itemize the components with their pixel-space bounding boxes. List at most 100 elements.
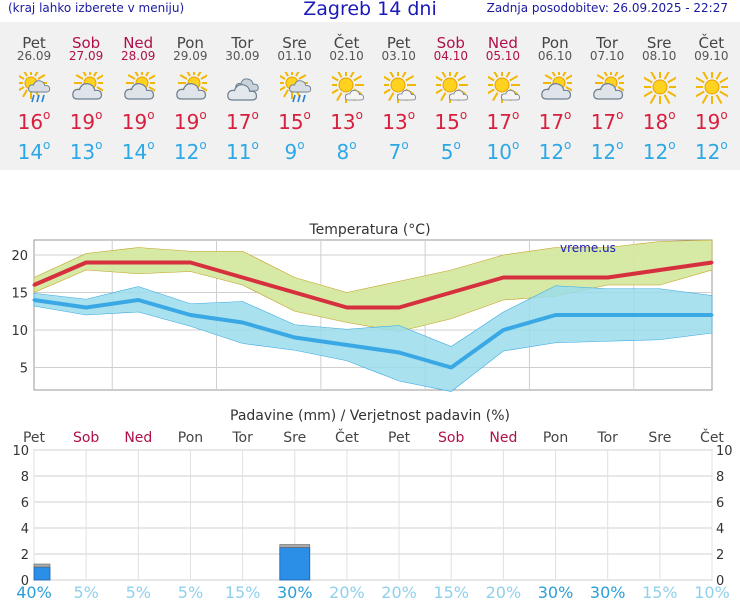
- precip-probability: 40%: [16, 583, 52, 600]
- day-name: Sob: [436, 34, 465, 52]
- max-temp: 13o: [382, 108, 416, 134]
- min-temp-point: [136, 298, 140, 302]
- page-title: Zagreb 14 dni: [303, 0, 437, 20]
- min-temp: 10o: [486, 138, 520, 164]
- y-tick-label-left: 0: [21, 574, 29, 589]
- precip-day-label: Sob: [73, 430, 99, 446]
- day-date: 07.10: [589, 49, 625, 63]
- precipitation-bar: [279, 547, 311, 581]
- precip-probability: 30%: [277, 583, 313, 600]
- min-temp-point: [449, 366, 453, 369]
- min-temp: 5o: [440, 138, 461, 164]
- max-temp-point: [84, 261, 88, 264]
- precipitation-bar-cap: [33, 563, 51, 568]
- precipitation-chart-title: Padavine (mm) / Verjetnost padavin (%): [230, 408, 510, 424]
- max-temp: 17o: [538, 108, 572, 134]
- precip-day-label: Pon: [543, 430, 568, 446]
- precip-probability: 15%: [433, 583, 469, 600]
- watermark: vreme.us: [560, 241, 616, 255]
- max-temp-range-band: [33, 239, 713, 332]
- precip-probability: 5%: [178, 583, 203, 600]
- precip-day-label: Sre: [648, 430, 671, 446]
- max-temp: 17o: [225, 108, 259, 134]
- sun-icon: [641, 68, 680, 108]
- y-tick-label: 15: [11, 287, 28, 302]
- y-tick-label-left: 2: [21, 548, 29, 563]
- y-tick-label-right: 0: [716, 574, 724, 589]
- max-temp-point: [501, 276, 505, 279]
- max-temp-point: [345, 306, 349, 309]
- precip-day-label: Pon: [178, 430, 203, 446]
- y-tick-label: 5: [20, 362, 28, 377]
- day-date: 27.09: [68, 49, 104, 63]
- precipitation-plot-area: [33, 449, 713, 581]
- y-tick-label-left: 4: [21, 522, 29, 537]
- day-date: 01.10: [277, 49, 312, 63]
- precip-day-label: Pet: [388, 430, 411, 446]
- y-tick-label-left: 8: [21, 470, 29, 485]
- last-update: Zadnja posodobitev: 26.09.2025 - 22:27: [486, 1, 728, 15]
- day-date: 04.10: [433, 49, 468, 63]
- day-name: Sre: [282, 34, 307, 52]
- min-temp-point: [84, 306, 88, 309]
- min-temp-point: [554, 313, 558, 317]
- partly-cloudy-icon: [123, 67, 159, 108]
- precip-day-label: Ned: [489, 430, 517, 446]
- y-tick-label: 20: [11, 249, 28, 264]
- precip-day-label: Tor: [596, 430, 618, 446]
- min-temp: 12o: [538, 138, 572, 164]
- max-temp-point: [606, 276, 610, 279]
- min-temp: 7o: [388, 138, 409, 164]
- precip-probability: 15%: [642, 583, 678, 600]
- max-temp: 19o: [694, 108, 728, 134]
- min-temp: 12o: [642, 138, 676, 164]
- precip-probability: 20%: [381, 583, 417, 600]
- day-name: Pet: [386, 34, 411, 52]
- max-temp-point: [658, 268, 662, 272]
- max-temp-point: [293, 291, 297, 294]
- day-name: Pon: [176, 34, 204, 52]
- max-temp: 17o: [486, 108, 520, 134]
- max-temp: 15o: [434, 108, 468, 134]
- max-temp-point: [241, 276, 245, 279]
- max-temp: 19o: [69, 108, 103, 134]
- precip-day-label: Čet: [335, 428, 359, 446]
- precip-day-label: Sre: [283, 430, 306, 446]
- day-name: Čet: [333, 34, 360, 52]
- min-temp-point: [32, 298, 36, 302]
- day-name: Sre: [646, 34, 672, 52]
- y-tick-label-right: 6: [716, 496, 724, 511]
- y-tick-label: 10: [11, 324, 28, 339]
- y-tick-label-left: 10: [12, 444, 29, 459]
- y-tick-label-left: 6: [21, 496, 29, 511]
- precipitation-bar-cap: [279, 544, 311, 548]
- max-temp-point: [32, 283, 36, 287]
- precip-day-label: Čet: [700, 428, 724, 446]
- day-name: Sob: [71, 34, 101, 52]
- max-temp: 16o: [17, 108, 51, 134]
- min-temp: 13o: [69, 138, 103, 164]
- max-temp: 19o: [173, 108, 207, 134]
- max-temp: 17o: [590, 108, 624, 134]
- partly-cloudy-icon: [175, 67, 211, 108]
- day-date: 02.10: [329, 49, 364, 63]
- sun-small-cloud-icon: [483, 67, 520, 108]
- precip-day-label: Sob: [438, 430, 464, 446]
- precip-probability: 30%: [538, 583, 574, 600]
- min-temp-point: [397, 351, 401, 354]
- max-temp-point: [397, 306, 401, 309]
- day-date: 26.09: [16, 49, 52, 63]
- max-temp-point: [554, 276, 558, 279]
- min-temp: 11o: [225, 138, 259, 164]
- max-temp-point: [136, 261, 140, 264]
- precip-probability: 5%: [73, 583, 98, 600]
- min-temp-range-band: [33, 285, 713, 392]
- min-temp-point: [241, 321, 245, 324]
- y-tick-label-right: 2: [716, 548, 724, 563]
- min-temp-point: [188, 313, 192, 317]
- day-name: Ned: [487, 34, 518, 52]
- min-temp-point: [606, 313, 610, 317]
- day-date: 05.10: [485, 49, 521, 63]
- day-date: 29.09: [173, 49, 208, 63]
